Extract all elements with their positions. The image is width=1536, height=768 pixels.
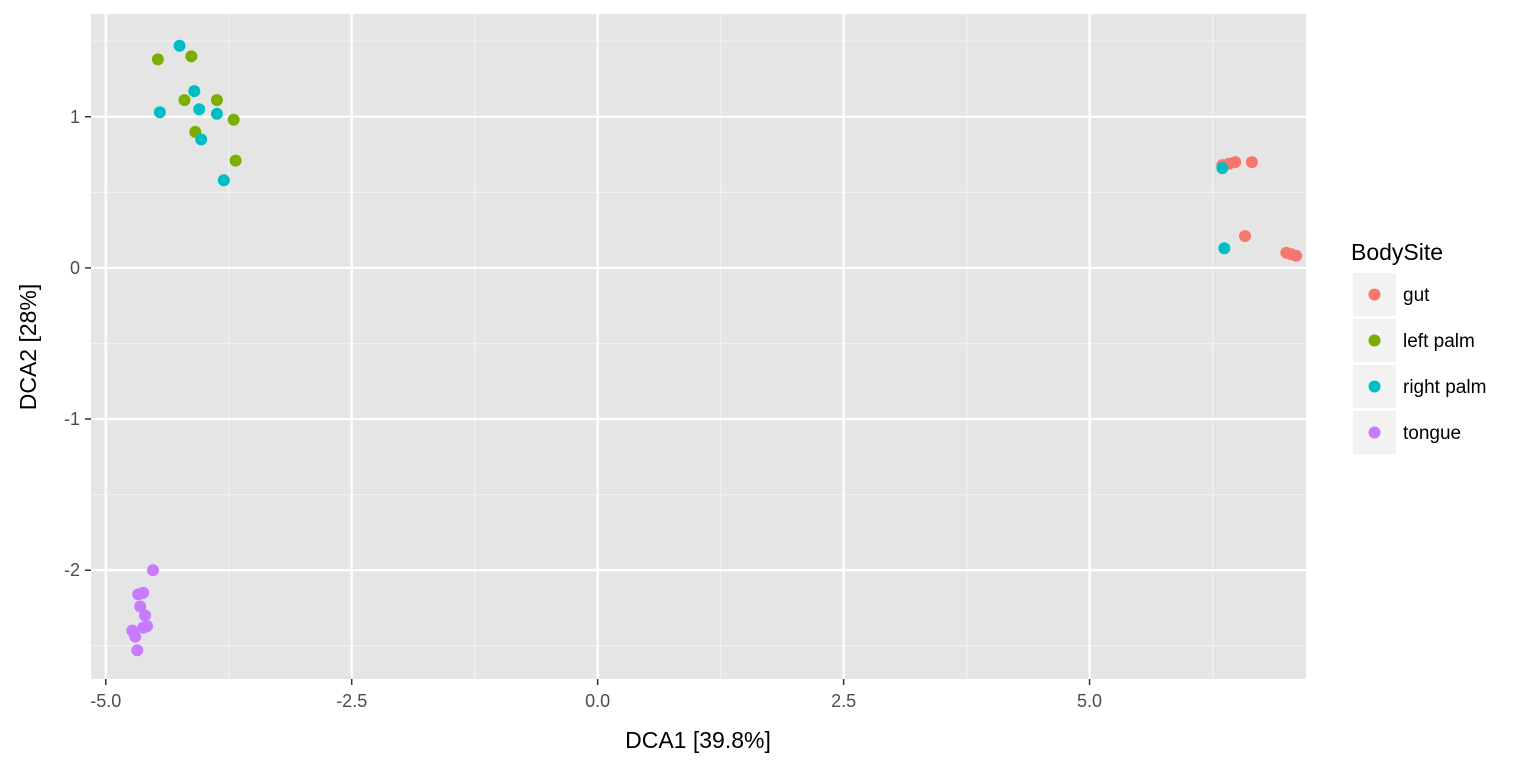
- panel-background: [91, 14, 1306, 679]
- legend-label-gut: gut: [1403, 285, 1430, 306]
- data-point-right-palm: [193, 103, 206, 116]
- legend-items: gut left palm right palm tongue: [1353, 273, 1486, 454]
- data-point-left-palm: [227, 113, 240, 126]
- data-point-gut: [1229, 156, 1242, 169]
- data-point-tongue: [134, 600, 147, 613]
- legend-label-tongue: tongue: [1403, 423, 1461, 444]
- data-point-left-palm: [151, 53, 164, 66]
- legend-marker-right-palm: [1368, 380, 1381, 393]
- legend-marker-tongue: [1368, 426, 1381, 439]
- legend: BodySite gut left palm right palm tongue: [1351, 239, 1486, 454]
- legend-title: BodySite: [1351, 239, 1443, 265]
- y-axis-title: DCA2 [28%]: [15, 284, 41, 411]
- y-tick-label: 0: [70, 258, 80, 278]
- x-tick-labels: -5.0 -2.5 0.0 2.5 5.0: [90, 691, 1102, 711]
- legend-label-left-palm: left palm: [1403, 331, 1475, 352]
- data-point-right-palm: [1216, 162, 1229, 175]
- y-tick-label: 1: [70, 107, 80, 127]
- x-tick-label: -2.5: [336, 691, 367, 711]
- data-point-right-palm: [195, 133, 208, 146]
- data-point-right-palm: [153, 106, 166, 119]
- data-point-left-palm: [229, 154, 242, 167]
- data-point-left-palm: [210, 94, 223, 107]
- legend-label-right-palm: right palm: [1403, 377, 1486, 398]
- data-point-tongue: [139, 609, 152, 622]
- y-tick-label: -1: [64, 409, 80, 429]
- x-tick-label: 2.5: [831, 691, 856, 711]
- data-point-tongue: [132, 588, 145, 601]
- data-point-tongue: [146, 564, 159, 577]
- data-point-right-palm: [188, 85, 201, 98]
- x-tick-label: 0.0: [585, 691, 610, 711]
- data-point-tongue: [129, 630, 142, 643]
- data-point-right-palm: [210, 107, 223, 120]
- data-point-tongue: [131, 644, 144, 657]
- x-tick-label: -5.0: [90, 691, 121, 711]
- data-point-right-palm: [173, 39, 186, 52]
- x-axis-title: DCA1 [39.8%]: [625, 727, 771, 753]
- legend-marker-gut: [1368, 288, 1381, 301]
- y-tick-label: -2: [64, 560, 80, 580]
- data-point-left-palm: [185, 50, 198, 63]
- data-point-gut: [1239, 230, 1252, 243]
- data-point-tongue: [137, 621, 150, 634]
- points-layer: [126, 39, 1303, 657]
- data-point-gut: [1245, 156, 1258, 169]
- y-tick-labels: -2 -1 0 1: [64, 107, 80, 580]
- legend-marker-left-palm: [1368, 334, 1381, 347]
- data-point-left-palm: [178, 94, 191, 107]
- data-point-gut: [1290, 249, 1303, 262]
- grid-minor: [91, 14, 1306, 679]
- data-point-right-palm: [1218, 242, 1231, 255]
- axis-ticks: [85, 116, 1091, 685]
- data-point-right-palm: [217, 174, 230, 187]
- x-tick-label: 5.0: [1077, 691, 1102, 711]
- grid-major: [91, 14, 1306, 679]
